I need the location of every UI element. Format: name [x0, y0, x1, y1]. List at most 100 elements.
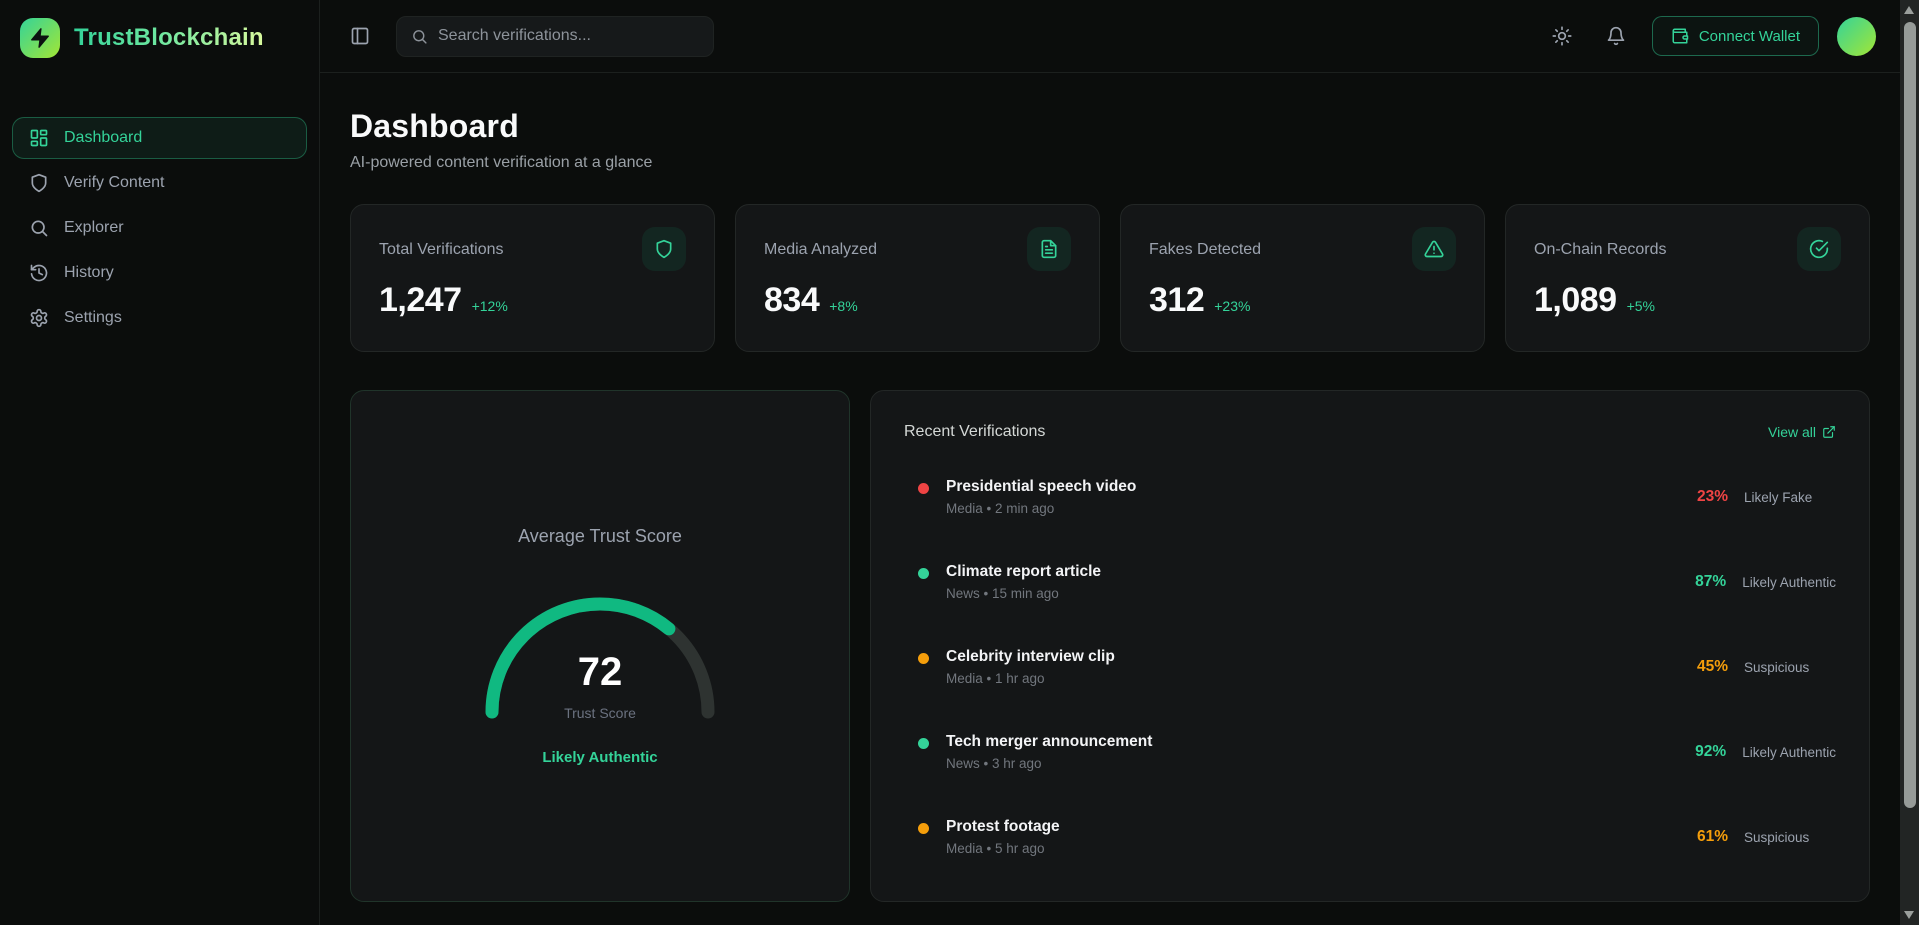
item-title: Presidential speech video [946, 478, 1137, 495]
status-dot-icon [918, 652, 929, 664]
history-icon [29, 263, 49, 283]
item-verdict: Suspicious [1744, 829, 1810, 845]
verification-list-item[interactable]: Celebrity interview clip Media • 1 hr ago… [904, 641, 1836, 693]
stat-value-row: 1,089 +5% [1534, 281, 1841, 320]
stat-card-media-analyzed: Media Analyzed 834 +8% [735, 204, 1100, 352]
sidebar-toggle-button[interactable] [342, 18, 378, 54]
item-text: Presidential speech video Media • 2 min a… [946, 478, 1682, 516]
stat-delta: +12% [471, 298, 508, 314]
sun-icon [1552, 26, 1572, 46]
sidebar-item-explorer[interactable]: Explorer [12, 207, 307, 249]
search-box[interactable] [396, 15, 714, 57]
stat-value: 312 [1149, 281, 1205, 319]
item-percent: 45% [1696, 658, 1728, 675]
status-dot-icon [918, 567, 929, 579]
zap-icon [20, 18, 60, 58]
trust-score-value: 72 [577, 650, 623, 694]
user-avatar[interactable] [1837, 16, 1876, 56]
sidebar-item-dashboard[interactable]: Dashboard [12, 117, 307, 159]
item-result: 92% Likely Authentic [1680, 743, 1836, 761]
item-verdict: Likely Fake [1744, 489, 1813, 505]
stat-value: 1,089 [1534, 281, 1617, 319]
panel-left-icon [350, 26, 370, 46]
notifications-button[interactable] [1598, 18, 1634, 54]
item-percent: 61% [1696, 828, 1728, 845]
item-percent: 92% [1695, 743, 1727, 760]
item-result: 45% Suspicious [1682, 658, 1836, 676]
gauge-arc [485, 597, 715, 719]
stat-value-row: 1,247 +12% [379, 281, 686, 320]
recent-verifications-title: Recent Verifications [904, 423, 1046, 440]
stat-label: Media Analyzed [764, 241, 877, 258]
check-circle-icon [1797, 227, 1841, 271]
stat-card-total-verifications: Total Verifications 1,247 +12% [350, 204, 715, 352]
verification-list-item[interactable]: Presidential speech video Media • 2 min a… [904, 471, 1836, 523]
recent-verifications-header: Recent Verifications View all [904, 423, 1836, 441]
stat-card-header: Media Analyzed [764, 227, 1071, 271]
sidebar-item-history[interactable]: History [12, 252, 307, 294]
item-title: Tech merger announcement [946, 733, 1153, 750]
trust-verdict: Likely Authentic [542, 749, 658, 766]
status-dot-icon [918, 822, 929, 834]
item-text: Tech merger announcement News • 3 hr ago [946, 733, 1680, 771]
recent-verifications-list: Presidential speech video Media • 2 min a… [904, 471, 1836, 863]
trust-score-label: Trust Score [564, 705, 636, 721]
view-all-label: View all [1768, 424, 1816, 440]
topbar: Connect Wallet [320, 0, 1900, 73]
settings-icon [29, 308, 49, 328]
stat-card-fakes-detected: Fakes Detected 312 +23% [1120, 204, 1485, 352]
sidebar-nav: Dashboard Verify Content Explorer History Se… [12, 117, 307, 339]
sidebar-item-verify-content[interactable]: Verify Content [12, 162, 307, 204]
file-text-icon [1027, 227, 1071, 271]
page-scrollbar[interactable] [1900, 0, 1919, 925]
stat-value: 1,247 [379, 281, 462, 319]
verification-list-item[interactable]: Climate report article News • 15 min ago 8… [904, 556, 1836, 608]
wallet-icon [1671, 27, 1689, 45]
view-all-link[interactable]: View all [1768, 424, 1836, 440]
item-text: Celebrity interview clip Media • 1 hr ago [946, 648, 1682, 686]
sidebar-item-label: Verify Content [64, 174, 165, 191]
bell-icon [1606, 26, 1626, 46]
verification-list-item[interactable]: Protest footage Media • 5 hr ago 61% Suspic… [904, 811, 1836, 863]
stats-grid: Total Verifications 1,247 +12% Media Analyz… [350, 204, 1870, 352]
stat-card-header: Fakes Detected [1149, 227, 1456, 271]
item-meta: Media • 2 min ago [946, 501, 1055, 516]
status-dot-icon [918, 737, 929, 749]
sidebar: TrustBlockchain Dashboard Verify Content E… [0, 0, 320, 925]
stat-card-on-chain-records: On-Chain Records 1,089 +5% [1505, 204, 1870, 352]
item-meta: Media • 1 hr ago [946, 671, 1045, 686]
item-result: 23% Likely Fake [1682, 488, 1836, 506]
scrollbar-down-arrow-icon[interactable] [1904, 911, 1914, 919]
item-verdict: Suspicious [1744, 659, 1810, 675]
item-result: 87% Likely Authentic [1680, 573, 1836, 591]
item-meta: Media • 5 hr ago [946, 841, 1045, 856]
connect-wallet-label: Connect Wallet [1698, 27, 1800, 45]
search-input[interactable] [438, 27, 699, 45]
item-text: Climate report article News • 15 min ago [946, 563, 1680, 601]
stat-value: 834 [764, 281, 820, 319]
stat-label: Fakes Detected [1149, 241, 1262, 258]
item-result: 61% Suspicious [1682, 828, 1836, 846]
sidebar-item-label: Dashboard [64, 129, 143, 146]
stat-delta: +23% [1214, 298, 1251, 314]
stat-card-header: Total Verifications [379, 227, 686, 271]
stat-value-row: 312 +23% [1149, 281, 1456, 320]
verification-list-item[interactable]: Tech merger announcement News • 3 hr ago 9… [904, 726, 1836, 778]
item-text: Protest footage Media • 5 hr ago [946, 818, 1682, 856]
scrollbar-up-arrow-icon[interactable] [1904, 6, 1914, 14]
item-meta: News • 15 min ago [946, 586, 1059, 601]
scrollbar-thumb[interactable] [1903, 22, 1916, 808]
stat-card-header: On-Chain Records [1534, 227, 1841, 271]
sidebar-item-label: Explorer [64, 219, 124, 236]
search-icon [29, 218, 49, 238]
main-column: Connect Wallet Dashboard AI-powered cont… [320, 0, 1900, 925]
alert-triangle-icon [1412, 227, 1456, 271]
trust-gauge: 72 Trust Score [480, 591, 720, 721]
shield-icon [29, 173, 49, 193]
connect-wallet-button[interactable]: Connect Wallet [1651, 16, 1819, 56]
sidebar-item-settings[interactable]: Settings [12, 297, 307, 339]
status-dot-icon [918, 482, 929, 494]
theme-toggle-button[interactable] [1544, 18, 1580, 54]
item-verdict: Likely Authentic [1742, 574, 1836, 590]
sidebar-item-label: History [64, 264, 114, 281]
